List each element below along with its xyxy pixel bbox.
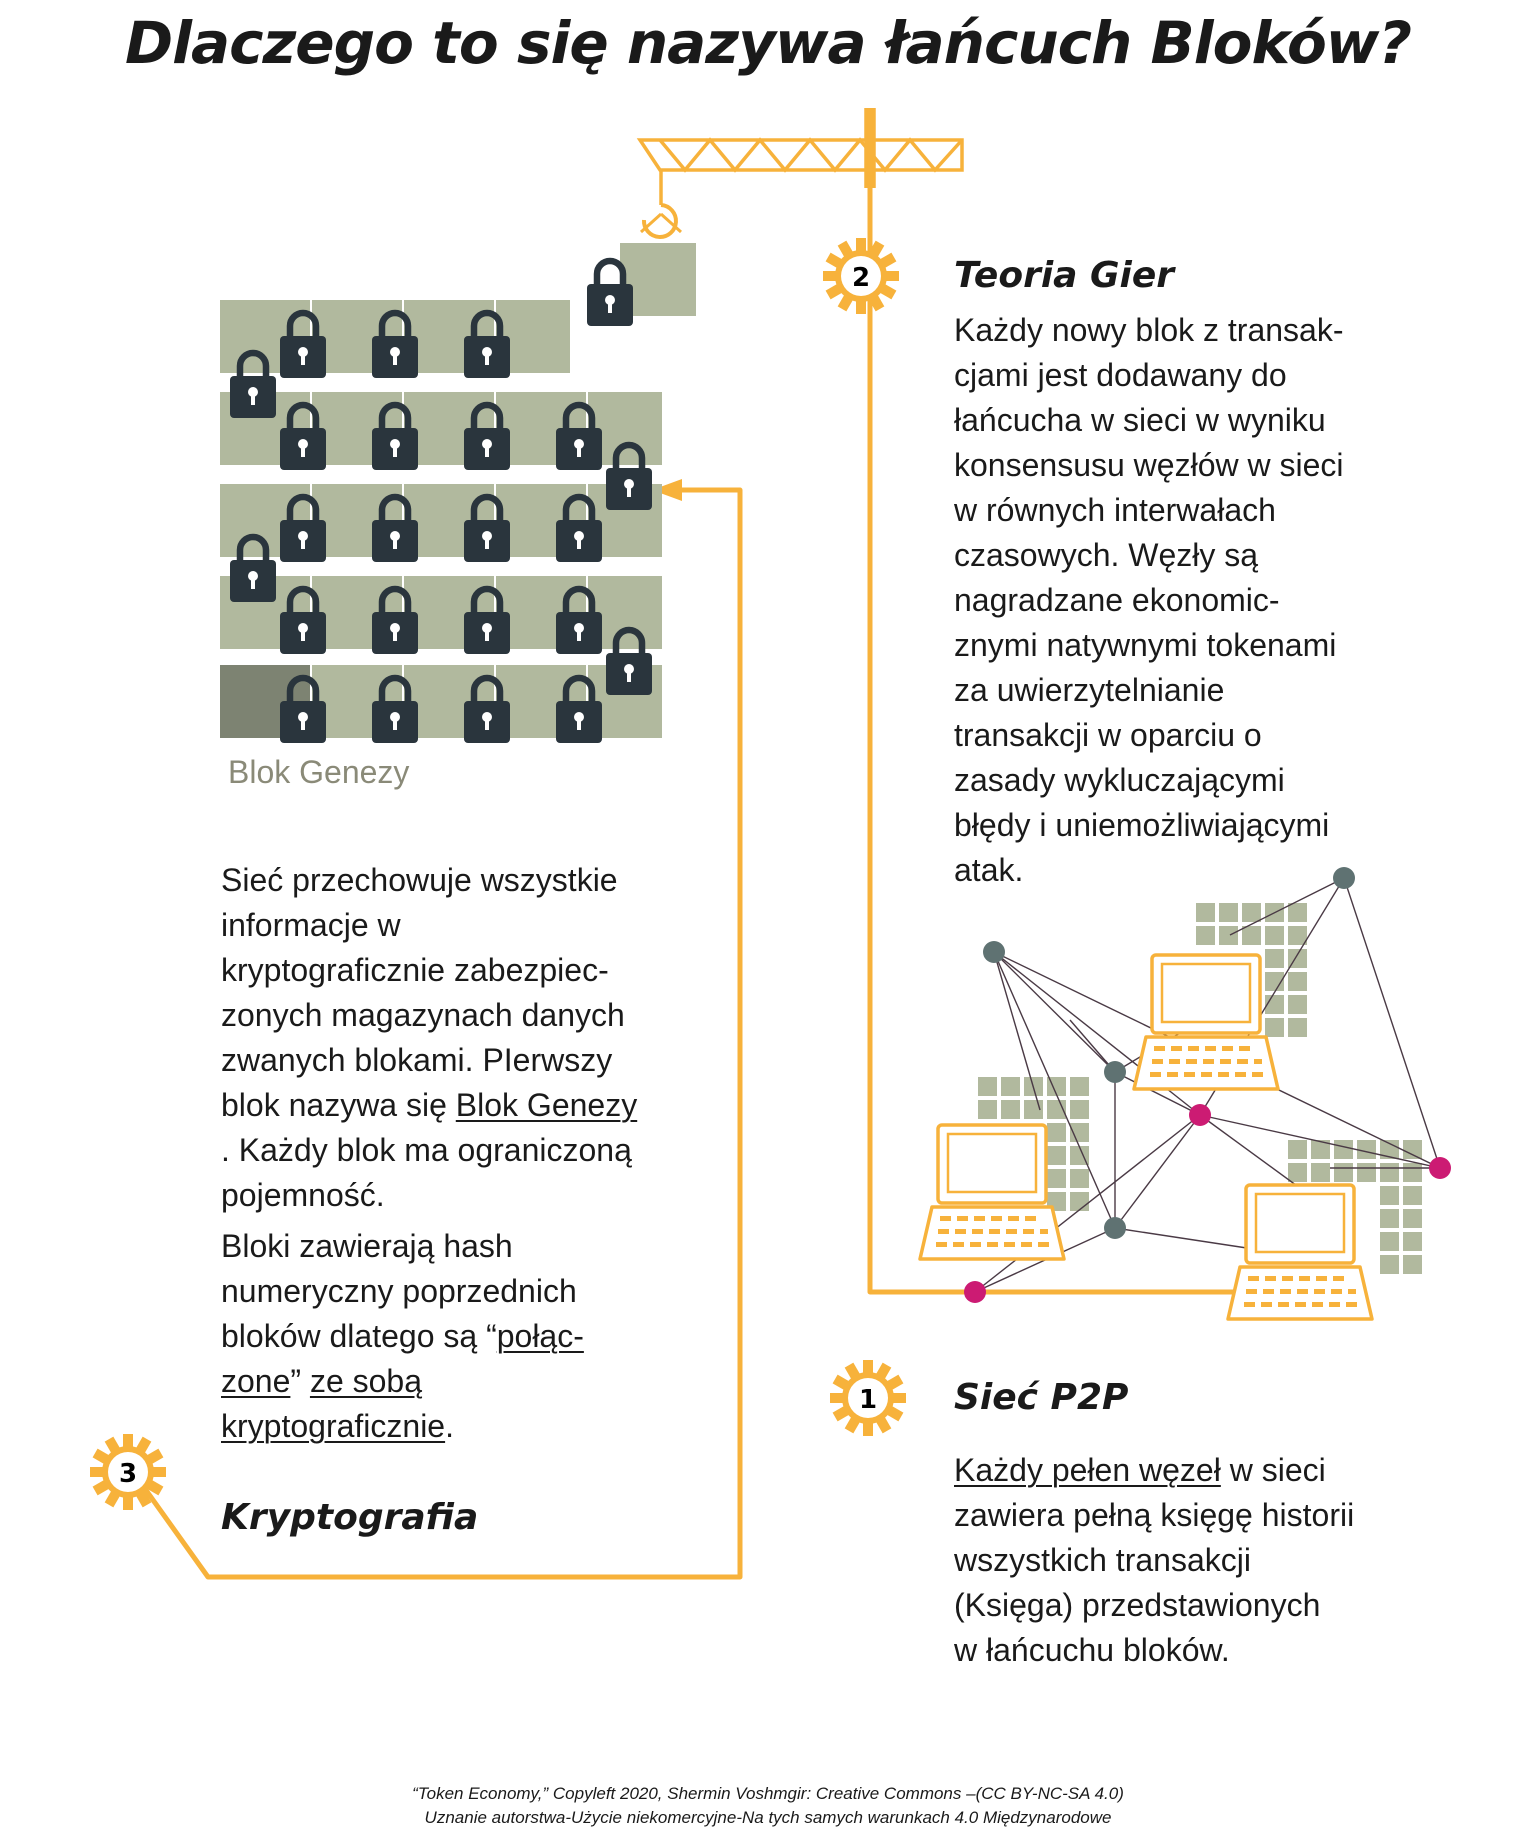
p2p-network — [918, 867, 1451, 1321]
game-theory-heading: Teoria Gier — [954, 255, 1175, 296]
footer-credit: “Token Economy,” Copyleft 2020, Shermin … — [0, 1782, 1536, 1830]
text-line: czasowych. Węzły są — [954, 537, 1259, 573]
cryptographically-link[interactable]: kryptograficznie — [221, 1408, 446, 1444]
text-line: zawiera pełną księgę historii — [954, 1497, 1355, 1533]
text-line: kryptograficznie zabezpiec- — [221, 952, 609, 988]
text-line: w równych interwałach — [954, 492, 1276, 528]
full-node-link[interactable]: Każdy pełen węzeł — [954, 1452, 1221, 1488]
text-line: Każdy nowy blok z transak- — [954, 312, 1344, 348]
text-line: atak. — [954, 852, 1024, 888]
text-line: numeryczny poprzednich — [221, 1273, 577, 1309]
text-line: pojemność. — [221, 1177, 385, 1213]
gear-2: 2 — [823, 238, 899, 314]
together-link[interactable]: ze sobą — [309, 1363, 423, 1399]
gear-2-number: 2 — [852, 263, 870, 293]
text-line: Sieć przechowuje wszystkie — [221, 862, 618, 898]
p2p-heading: Sieć P2P — [954, 1377, 1129, 1418]
p2p-text: Każdy pełen węzeł w sieci zawiera pełną … — [954, 1448, 1474, 1673]
arrow-head — [652, 479, 682, 501]
text-line: zonych magazynach danych — [221, 997, 625, 1033]
game-theory-text: Każdy nowy blok z transak- cjami jest do… — [954, 308, 1454, 893]
text-fragment: w sieci — [1220, 1452, 1326, 1488]
text-fragment: ” — [290, 1363, 310, 1399]
text-line: wszystkich transakcji — [954, 1542, 1251, 1578]
cryptography-paragraph-1: Sieć przechowuje wszystkie informacje w … — [221, 858, 721, 1218]
crane-icon — [636, 108, 964, 239]
gear-3-number: 3 — [119, 1459, 137, 1489]
connected-link[interactable]: zone — [221, 1363, 291, 1399]
text-line: informacje w — [221, 907, 401, 943]
laptop-icon — [918, 1123, 1066, 1261]
text-line: zasady wykluczającymi — [954, 762, 1285, 798]
cryptography-text: Sieć przechowuje wszystkie informacje w … — [221, 858, 721, 1449]
text-line: cjami jest dodawany do — [954, 357, 1287, 393]
chain-path — [125, 108, 1235, 1580]
text-line: za uwierzytelnianie — [954, 672, 1225, 708]
text-line: Bloki zawierają hash — [221, 1228, 513, 1264]
text-line: konsensusu węzłów w sieci — [954, 447, 1344, 483]
text-line: blok nazywa się — [221, 1087, 456, 1123]
text-line: znymi natywnymi tokenami — [954, 627, 1337, 663]
text-line: transakcji w oparciu o — [954, 717, 1262, 753]
text-line: łańcucha w sieci w wyniku — [954, 402, 1326, 438]
text-line: (Księga) przedstawionych — [954, 1587, 1321, 1623]
network-node-icon — [964, 867, 1451, 1303]
text-line: nagradzane ekonomic- — [954, 582, 1280, 618]
text-fragment: . — [445, 1408, 454, 1444]
cryptography-paragraph-2: Bloki zawierają hash numeryczny poprzedn… — [221, 1224, 721, 1449]
footer-line-2: Uznanie autorstwa-Użycie niekomercyjne-N… — [424, 1808, 1112, 1827]
gear-1: 1 — [830, 1360, 906, 1436]
genesis-block-label: Blok Genezy — [228, 754, 410, 790]
text-line: w łańcuchu bloków. — [954, 1632, 1230, 1668]
laptop-icon — [1132, 953, 1280, 1091]
connected-link[interactable]: połąc- — [496, 1318, 584, 1354]
laptop-icon — [1226, 1183, 1374, 1321]
genesis-block-link[interactable]: Blok Genezy — [455, 1087, 638, 1123]
text-line: zwanych blokami. PIerwszy — [221, 1042, 613, 1078]
text-line: błędy i uniemożliwiającymi — [954, 807, 1330, 843]
cryptography-heading: Kryptografia — [221, 1497, 479, 1538]
gear-1-number: 1 — [859, 1385, 877, 1415]
page-title: Dlaczego to się nazywa łańcuch Bloków? — [124, 9, 1412, 77]
text-line: . Każdy blok ma ograniczoną — [221, 1132, 632, 1168]
gear-3: 3 — [90, 1434, 166, 1510]
footer-line-1: “Token Economy,” Copyleft 2020, Shermin … — [412, 1784, 1124, 1803]
text-line: bloków dlatego są “ — [221, 1318, 497, 1354]
